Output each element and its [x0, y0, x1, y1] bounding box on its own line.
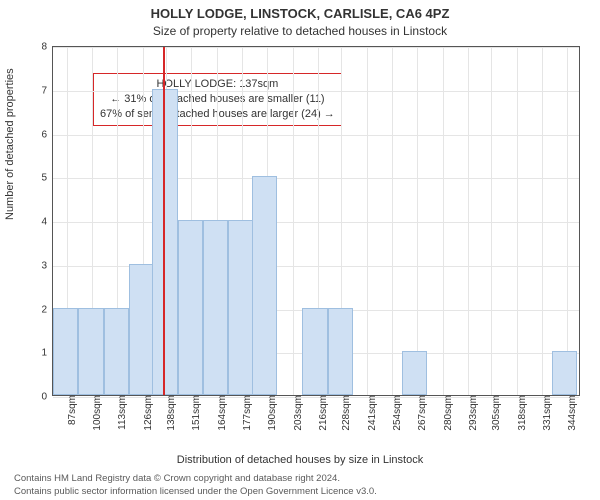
histogram-bar — [104, 308, 129, 396]
histogram-bar — [228, 220, 253, 395]
x-tick-label: 318sqm — [513, 395, 528, 431]
y-tick-label: 5 — [41, 173, 53, 184]
gridline-h — [53, 91, 579, 92]
plot-area: HOLLY LODGE: 137sqm ← 31% of detached ho… — [52, 46, 580, 396]
x-tick-label: 164sqm — [213, 395, 228, 431]
x-tick-label: 177sqm — [238, 395, 253, 431]
x-tick-label: 216sqm — [314, 395, 329, 431]
x-tick-label: 254sqm — [388, 395, 403, 431]
y-tick-label: 2 — [41, 304, 53, 315]
x-tick-label: 126sqm — [139, 395, 154, 431]
y-tick-label: 3 — [41, 260, 53, 271]
gridline-v — [417, 47, 418, 395]
x-tick-label: 113sqm — [113, 395, 128, 430]
x-tick-label: 293sqm — [464, 395, 479, 431]
x-tick-label: 190sqm — [263, 395, 278, 431]
gridline-v — [567, 47, 568, 395]
x-tick-label: 344sqm — [563, 395, 578, 431]
gridline-v — [542, 47, 543, 395]
gridline-h — [53, 222, 579, 223]
chart-subtitle: Size of property relative to detached ho… — [0, 24, 600, 38]
histogram-bar — [129, 264, 154, 395]
gridline-v — [392, 47, 393, 395]
gridline-h — [53, 47, 579, 48]
x-tick-label: 203sqm — [289, 395, 304, 431]
histogram-bar — [552, 351, 577, 395]
attribution-2: Contains public sector information licen… — [14, 486, 377, 497]
histogram-bar — [203, 220, 228, 395]
gridline-v — [367, 47, 368, 395]
gridline-v — [293, 47, 294, 395]
gridline-h — [53, 135, 579, 136]
y-axis-label: Number of detached properties — [4, 68, 16, 220]
y-tick-label: 8 — [41, 42, 53, 53]
gridline-v — [491, 47, 492, 395]
histogram-bar — [328, 308, 353, 396]
histogram-bar — [252, 176, 277, 395]
y-tick-label: 6 — [41, 129, 53, 140]
x-axis-label: Distribution of detached houses by size … — [0, 454, 600, 466]
x-tick-label: 280sqm — [439, 395, 454, 431]
x-tick-label: 241sqm — [363, 395, 378, 431]
y-tick-label: 4 — [41, 217, 53, 228]
x-tick-label: 305sqm — [487, 395, 502, 431]
histogram-bar — [178, 220, 203, 395]
histogram-bar — [402, 351, 427, 395]
y-tick-label: 0 — [41, 392, 53, 403]
histogram-bar — [78, 308, 103, 396]
x-tick-label: 267sqm — [413, 395, 428, 431]
gridline-v — [468, 47, 469, 395]
x-tick-label: 331sqm — [538, 395, 553, 431]
histogram-bar — [302, 308, 327, 396]
attribution-1: Contains HM Land Registry data © Crown c… — [14, 473, 340, 484]
y-tick-label: 1 — [41, 348, 53, 359]
gridline-v — [443, 47, 444, 395]
x-tick-label: 151sqm — [187, 395, 202, 431]
y-tick-label: 7 — [41, 85, 53, 96]
x-tick-label: 138sqm — [162, 395, 177, 431]
chart-title: HOLLY LODGE, LINSTOCK, CARLISLE, CA6 4PZ — [0, 6, 600, 21]
histogram-chart: HOLLY LODGE, LINSTOCK, CARLISLE, CA6 4PZ… — [0, 0, 600, 500]
gridline-v — [517, 47, 518, 395]
x-tick-label: 228sqm — [337, 395, 352, 431]
histogram-bar — [53, 308, 78, 396]
x-tick-label: 100sqm — [88, 395, 103, 431]
x-tick-label: 87sqm — [63, 395, 78, 425]
marker-line — [163, 47, 165, 395]
gridline-h — [53, 178, 579, 179]
